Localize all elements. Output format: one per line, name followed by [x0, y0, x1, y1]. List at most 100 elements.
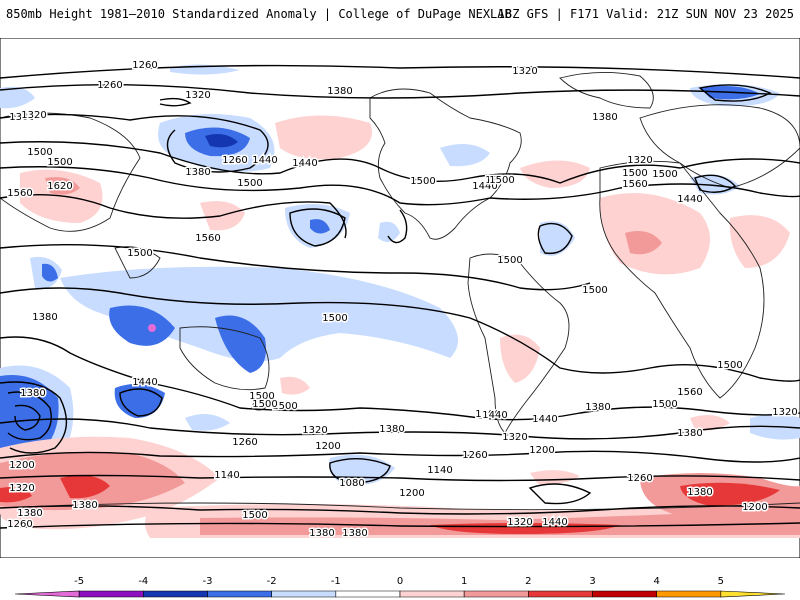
colorbar-bin — [14, 590, 80, 598]
map-title: 850mb Height 1981–2010 Standardized Anom… — [6, 7, 512, 21]
contour-label: 1500 — [410, 176, 435, 187]
contour-label: 1380 — [592, 112, 617, 123]
contour-label: 1500 — [652, 169, 677, 180]
colorbar-tick-labels: -5 -4 -3 -2 -1 0 1 2 3 4 5 — [74, 576, 724, 587]
colorbar-bin — [335, 590, 401, 598]
contour-label: 1560 — [7, 188, 32, 199]
contour-label: 1500 — [475, 409, 500, 420]
contour-label: 1500 — [497, 255, 522, 266]
contour-label: 1500 — [237, 178, 262, 189]
contour-label: 1320 — [185, 90, 210, 101]
contour-label: 1140 — [427, 465, 452, 476]
contour-label: 1560 — [677, 387, 702, 398]
contour-label: 1440 — [292, 158, 317, 169]
contour-label: 1440 — [677, 194, 702, 205]
contour-label: 1380 — [32, 312, 57, 323]
contour-label: 1500 — [272, 401, 297, 412]
contour-label: 1080 — [339, 478, 364, 489]
colorbar-bin — [271, 590, 337, 598]
contour-label: 1380 — [9, 112, 34, 123]
contour-label: 1500 — [717, 360, 742, 371]
contour-label: 1320 — [502, 432, 527, 443]
contour-label: 1440 — [252, 155, 277, 166]
contour-label: 1320 — [512, 66, 537, 77]
colorbar-bins — [14, 590, 786, 598]
contour-label: 1440 — [482, 410, 507, 421]
contour-label: 1440 — [132, 377, 157, 388]
contour-label: 1320 — [9, 483, 34, 494]
contour-label: 1320 — [21, 110, 46, 121]
contour-label: 1560 — [622, 179, 647, 190]
colorbar-bin — [720, 590, 786, 598]
contour-label: 1500 — [127, 248, 152, 259]
anomaly-colorbar: -5 -4 -3 -2 -1 0 1 2 3 4 5 — [14, 576, 786, 598]
colorbar-bin — [656, 590, 722, 598]
contour-label: 1260 — [232, 437, 257, 448]
contour-label: 1380 — [309, 528, 334, 539]
colorbar-bin — [463, 590, 529, 598]
contour-label: 1560 — [195, 233, 220, 244]
colorbar-tick-label: -4 — [138, 576, 148, 587]
contour-label: 1500 — [27, 147, 52, 158]
colorbar-tick-label: -5 — [74, 576, 84, 587]
contour-label: 1440 — [542, 517, 567, 528]
contour-label: 1440 — [472, 181, 497, 192]
contour-label: 1260 — [7, 519, 32, 530]
colorbar-tick-label: 0 — [397, 576, 403, 587]
contour-label: 1200 — [315, 441, 340, 452]
contour-label: 1260 — [97, 80, 122, 91]
contour-label: 1140 — [214, 470, 239, 481]
height-contours — [0, 64, 800, 529]
colorbar-bin — [207, 590, 272, 598]
contour-label: 1500 — [652, 399, 677, 410]
colorbar-tick-label: -1 — [331, 576, 341, 587]
colorbar-bin — [592, 590, 657, 598]
contour-label: 1500 — [249, 391, 274, 402]
contour-label: 1380 — [485, 175, 510, 186]
contour-label: 1500 — [489, 175, 514, 186]
contour-label: 1200 — [399, 488, 424, 499]
contour-label: 1380 — [72, 500, 97, 511]
colorbar-tick-label: -2 — [267, 576, 277, 587]
colorbar-bin — [399, 590, 465, 598]
contour-label: 1260 — [132, 60, 157, 71]
contour-label: 1380 — [20, 388, 45, 399]
colorbar-bin — [78, 590, 144, 598]
colorbar-tick-label: 5 — [718, 576, 724, 587]
contour-label: 1200 — [9, 460, 34, 471]
contour-label: 1620 — [47, 181, 72, 192]
contour-label: 1380 — [687, 487, 712, 498]
colorbar-bin — [143, 590, 208, 598]
contour-label: 1260 — [627, 473, 652, 484]
contour-label: 1500 — [582, 285, 607, 296]
contour-label: 1500 — [47, 157, 72, 168]
contour-label: 1500 — [252, 399, 277, 410]
contour-label: 1320 — [772, 407, 797, 418]
colorbar-tick-label: -3 — [203, 576, 213, 587]
contour-label: 1260 — [222, 155, 247, 166]
header-bar: 850mb Height 1981–2010 Standardized Anom… — [0, 0, 800, 38]
contour-label: 1440 — [532, 414, 557, 425]
colorbar-tick-label: 4 — [653, 576, 659, 587]
contour-label: 1500 — [622, 168, 647, 179]
contour-label: 1500 — [242, 510, 267, 521]
contour-label: 1200 — [742, 502, 767, 513]
contour-label: 1380 — [327, 86, 352, 97]
contour-label: 1500 — [322, 313, 347, 324]
colorbar-bin — [528, 590, 593, 598]
run-info: 18Z GFS | F171 Valid: 21Z SUN NOV 23 202… — [497, 7, 794, 21]
contour-label: 1380 — [342, 528, 367, 539]
contour-label: 1200 — [529, 445, 554, 456]
contour-label: 1320 — [627, 155, 652, 166]
colorbar-tick-label: 1 — [461, 576, 467, 587]
contour-label: 1380 — [379, 424, 404, 435]
contour-label: 1320 — [507, 517, 532, 528]
contour-label: 1260 — [462, 450, 487, 461]
contour-label: 1380 — [185, 167, 210, 178]
colorbar-tick-label: 2 — [525, 576, 531, 587]
contour-label: 1320 — [302, 425, 327, 436]
contour-label: 1380 — [677, 428, 702, 439]
contour-label: 1380 — [585, 402, 610, 413]
